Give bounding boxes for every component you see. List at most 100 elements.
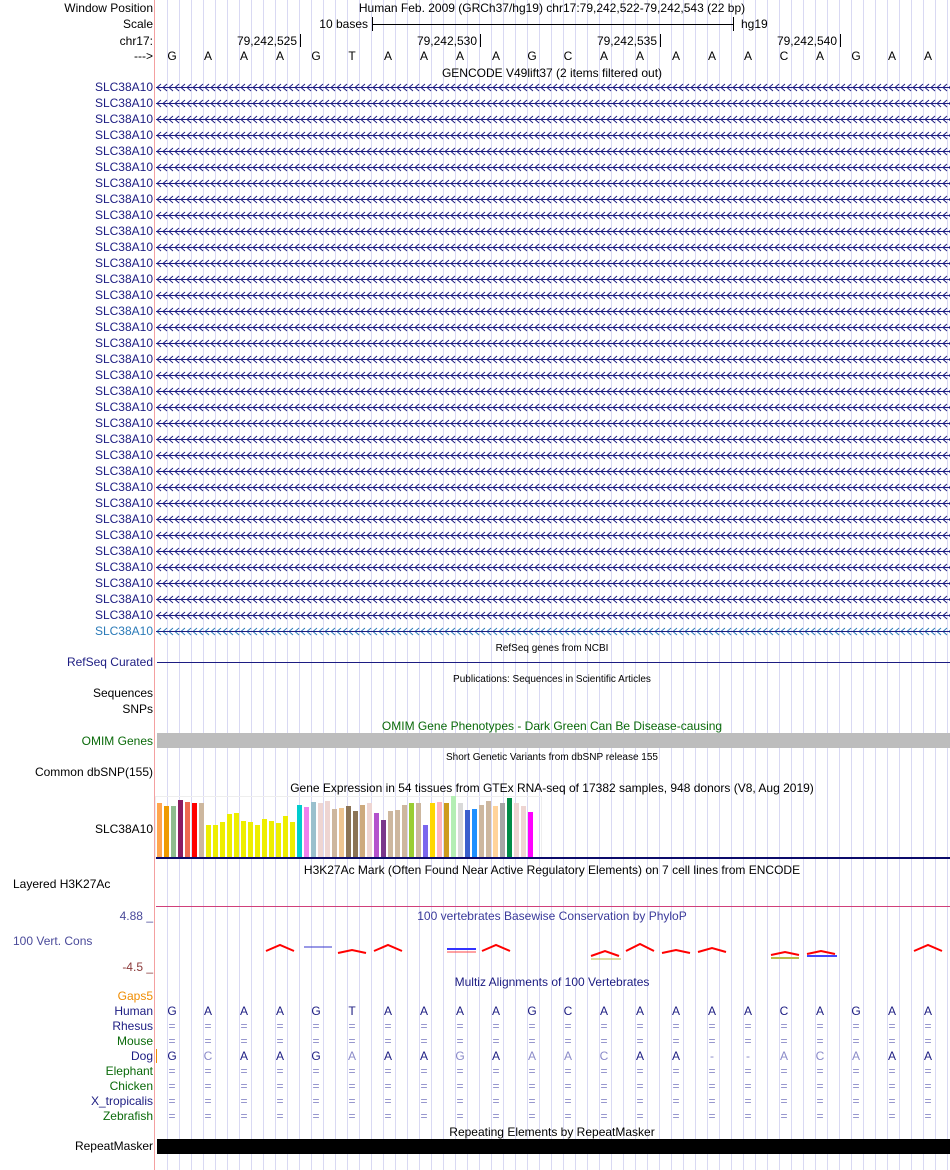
gene-label[interactable]: SLC38A10	[94, 464, 153, 478]
refseq-title[interactable]: RefSeq genes from NCBI	[495, 643, 609, 654]
gene-label[interactable]: SLC38A10	[94, 576, 153, 590]
gene-label[interactable]: SLC38A10	[94, 160, 153, 174]
gtex-bar[interactable]	[409, 803, 414, 857]
gene-model[interactable]	[156, 547, 950, 556]
gtex-bar[interactable]	[283, 815, 288, 857]
gene-label[interactable]: SLC38A10	[94, 608, 153, 622]
gene-model[interactable]	[156, 259, 950, 268]
repeatmasker-label[interactable]: RepeatMasker	[74, 1139, 153, 1153]
gene-model[interactable]	[156, 163, 950, 172]
gtex-bar[interactable]	[157, 803, 162, 857]
gene-label[interactable]: SLC38A10	[94, 96, 153, 110]
gtex-bar[interactable]	[514, 803, 519, 857]
gtex-bar[interactable]	[437, 802, 442, 857]
gtex-bar[interactable]	[206, 824, 211, 857]
gene-model[interactable]	[156, 595, 950, 604]
gene-model[interactable]	[156, 483, 950, 492]
gtex-bar[interactable]	[276, 822, 281, 857]
gene-model[interactable]	[156, 371, 950, 380]
gtex-bar[interactable]	[528, 812, 533, 857]
gtex-bar[interactable]	[360, 805, 365, 857]
h3k27ac-label[interactable]: Layered H3K27Ac	[13, 877, 111, 891]
gtex-bar[interactable]	[479, 805, 484, 857]
gtex-bar[interactable]	[297, 804, 302, 857]
gtex-bar[interactable]	[227, 813, 232, 857]
gtex-bar[interactable]	[430, 803, 435, 857]
multiz-title[interactable]: Multiz Alignments of 100 Vertebrates	[454, 975, 650, 989]
omim-title[interactable]: OMIM Gene Phenotypes - Dark Green Can Be…	[381, 719, 723, 733]
gene-label[interactable]: SLC38A10	[94, 400, 153, 414]
gene-label[interactable]: SLC38A10	[94, 560, 153, 574]
gene-label[interactable]: SLC38A10	[94, 112, 153, 126]
gene-model[interactable]	[156, 387, 950, 396]
gene-model[interactable]	[156, 115, 950, 124]
gtex-bar[interactable]	[374, 813, 379, 857]
gtex-bar[interactable]	[185, 802, 190, 857]
gtex-bar[interactable]	[269, 821, 274, 857]
gene-model[interactable]	[156, 179, 950, 188]
gtex-bar[interactable]	[220, 822, 225, 857]
gene-label[interactable]: SLC38A10	[94, 416, 153, 430]
gtex-bar[interactable]	[507, 798, 512, 857]
omim-label[interactable]: OMIM Genes	[81, 734, 153, 748]
sequences-label[interactable]: Sequences	[92, 686, 153, 700]
gene-label[interactable]: SLC38A10	[94, 336, 153, 350]
gene-model[interactable]	[156, 515, 950, 524]
gtex-bar[interactable]	[178, 800, 183, 857]
gene-label[interactable]: SLC38A10	[94, 80, 153, 94]
gene-label[interactable]: SLC38A10	[94, 240, 153, 254]
gene-model[interactable]	[156, 339, 950, 348]
gtex-bar[interactable]	[290, 822, 295, 857]
phylop-title[interactable]: 100 vertebrates Basewise Conservation by…	[417, 909, 687, 923]
gene-model[interactable]	[156, 403, 950, 412]
species-label-chicken[interactable]: Chicken	[109, 1079, 153, 1093]
gtex-bar[interactable]	[444, 803, 449, 857]
gene-label[interactable]: SLC38A10	[94, 192, 153, 206]
gtex-bar[interactable]	[381, 820, 386, 857]
gtex-bar[interactable]	[304, 807, 309, 857]
gtex-bar[interactable]	[493, 806, 498, 857]
gene-model[interactable]	[156, 563, 950, 572]
gene-model[interactable]	[156, 275, 950, 284]
gene-model[interactable]	[156, 611, 950, 620]
publications-title[interactable]: Publications: Sequences in Scientific Ar…	[453, 674, 651, 685]
species-label-human[interactable]: Human	[114, 1004, 153, 1018]
gtex-bar[interactable]	[395, 810, 400, 857]
omim-gene-bar[interactable]	[157, 733, 950, 748]
gtex-bar[interactable]	[339, 808, 344, 857]
species-label-rhesus[interactable]: Rhesus	[112, 1019, 153, 1033]
gtex-bar[interactable]	[451, 796, 456, 857]
gene-label[interactable]: SLC38A10	[94, 544, 153, 558]
gtex-bar[interactable]	[388, 811, 393, 857]
gene-model[interactable]	[156, 627, 950, 636]
gene-label[interactable]: SLC38A10	[94, 320, 153, 334]
gene-model[interactable]	[156, 195, 950, 204]
refseq-gene-line[interactable]	[157, 662, 950, 663]
gene-label[interactable]: SLC38A10	[94, 224, 153, 238]
gene-label[interactable]: SLC38A10	[94, 432, 153, 446]
gene-label[interactable]: SLC38A10	[94, 288, 153, 302]
gene-label[interactable]: SLC38A10	[94, 512, 153, 526]
snps-label[interactable]: SNPs	[122, 702, 153, 716]
gtex-bar[interactable]	[213, 824, 218, 857]
gtex-title[interactable]: Gene Expression in 54 tissues from GTEx …	[290, 781, 814, 795]
gene-model[interactable]	[156, 227, 950, 236]
gene-model[interactable]	[156, 579, 950, 588]
gtex-bar[interactable]	[311, 802, 316, 857]
gtex-bar[interactable]	[332, 809, 337, 857]
gtex-bar[interactable]	[248, 821, 253, 857]
gencode-title[interactable]: GENCODE V49lift37 (2 items filtered out)	[441, 66, 663, 80]
gene-label[interactable]: SLC38A10	[94, 592, 153, 606]
gene-label[interactable]: SLC38A10	[94, 368, 153, 382]
gtex-bar[interactable]	[416, 803, 421, 857]
gtex-bar[interactable]	[199, 803, 204, 857]
gtex-bar[interactable]	[234, 813, 239, 857]
gene-model[interactable]	[156, 99, 950, 108]
gtex-bar[interactable]	[472, 809, 477, 857]
species-label-zebrafish[interactable]: Zebrafish	[102, 1109, 153, 1123]
gtex-bar[interactable]	[241, 821, 246, 857]
gtex-label[interactable]: SLC38A10	[94, 822, 153, 836]
species-label-x_tropicalis[interactable]: X_tropicalis	[90, 1094, 153, 1108]
gene-model[interactable]	[156, 291, 950, 300]
gene-model[interactable]	[156, 419, 950, 428]
